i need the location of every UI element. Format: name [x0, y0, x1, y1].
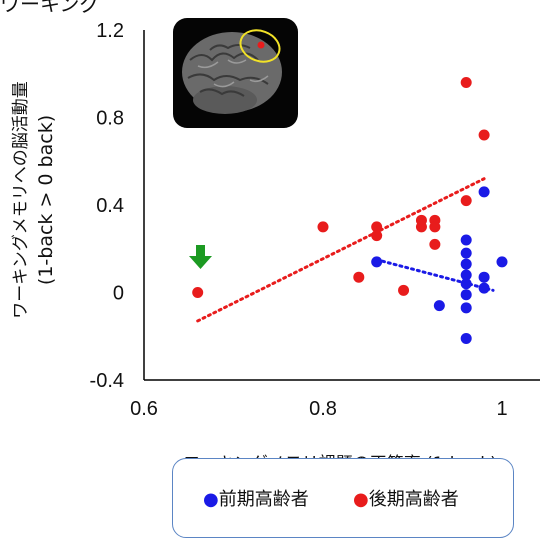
data-point-early — [478, 282, 490, 294]
data-point-early — [460, 278, 472, 290]
legend-text: 後期高齢者 — [368, 489, 459, 510]
data-point-late — [371, 230, 383, 242]
data-point-early — [460, 289, 472, 301]
data-point-early — [460, 302, 472, 314]
x-tick-label: 1 — [496, 398, 507, 420]
data-point-late — [192, 287, 204, 298]
data-point-early — [371, 256, 383, 268]
y-tick-labels: 1.2 0.8 0.4 0 -0.4 — [90, 20, 124, 392]
y-tick-label: 0 — [113, 283, 124, 305]
trend-line-late — [196, 177, 486, 323]
data-point-early — [496, 256, 508, 268]
data-point-late — [478, 129, 490, 141]
data-point-late — [415, 221, 427, 233]
data-point-late — [371, 221, 383, 233]
data-point-early — [460, 247, 472, 259]
y-axis-label-line1: ワーキングメモリへの脳活動量 — [11, 81, 31, 319]
x-tick-labels: 0.6 0.8 1 — [130, 398, 507, 420]
data-point-early — [460, 269, 472, 281]
legend-item-late: ●後期高齢者 — [353, 485, 459, 511]
data-point-late — [460, 77, 472, 88]
data-point-early — [478, 186, 490, 198]
legend-text: 前期高齢者 — [218, 489, 309, 510]
data-point-early — [478, 271, 490, 283]
down-arrow-icon — [189, 245, 212, 269]
trend-lines — [196, 177, 495, 323]
legend-label-late: ●後期高齢者 — [353, 485, 459, 511]
y-tick-label: 1.2 — [96, 20, 124, 42]
y-tick-label: 0.8 — [96, 108, 124, 130]
data-point-early — [460, 258, 472, 270]
data-points — [192, 77, 508, 344]
legend: ●前期高齢者 ●後期高齢者 — [172, 458, 514, 538]
legend-label-early: ●前期高齢者 — [203, 485, 309, 511]
data-point-late — [317, 221, 329, 233]
data-point-late — [429, 238, 441, 250]
brain-inset-image — [173, 18, 298, 128]
y-tick-label: -0.4 — [90, 370, 124, 392]
y-axis-label-line2: (1-back > 0 back) — [35, 115, 57, 285]
data-point-late — [460, 195, 472, 207]
x-tick-label: 0.6 — [130, 398, 158, 420]
data-point-late — [353, 271, 365, 283]
x-tick-label: 0.8 — [309, 398, 337, 420]
data-point-early — [460, 332, 472, 344]
y-tick-label: 0.4 — [96, 195, 124, 217]
data-point-early — [433, 300, 445, 312]
partial-title: ワーキング — [0, 0, 100, 16]
trend-line-early — [375, 258, 495, 292]
legend-dot: ● — [203, 489, 219, 510]
data-point-late — [429, 221, 441, 233]
legend-item-early: ●前期高齢者 — [203, 485, 309, 511]
data-point-late — [398, 284, 410, 296]
legend-dot: ● — [353, 489, 369, 510]
data-point-early — [460, 234, 472, 246]
